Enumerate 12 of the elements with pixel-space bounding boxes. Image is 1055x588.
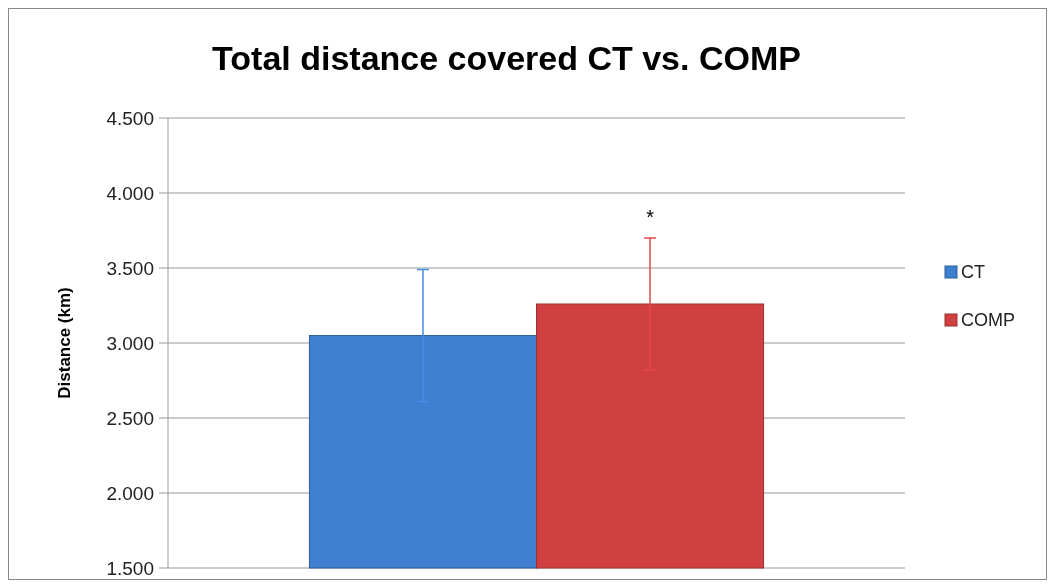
y-tick-label: 2.500 — [106, 407, 154, 429]
legend-label: COMP — [961, 310, 1015, 331]
chart-title: Total distance covered CT vs. COMP — [212, 39, 801, 77]
y-tick-label: 1.500 — [106, 557, 154, 579]
y-tick-label: 2.000 — [106, 482, 154, 504]
legend-label: CT — [961, 262, 985, 283]
annotation: * — [646, 206, 655, 228]
y-axis-title: Distance (km) — [55, 287, 74, 399]
y-tick-label: 3.500 — [106, 257, 154, 279]
y-tick-label: 3.000 — [106, 332, 154, 354]
y-tick-label: 4.000 — [106, 182, 154, 204]
y-tick-label: 4.500 — [106, 107, 154, 129]
